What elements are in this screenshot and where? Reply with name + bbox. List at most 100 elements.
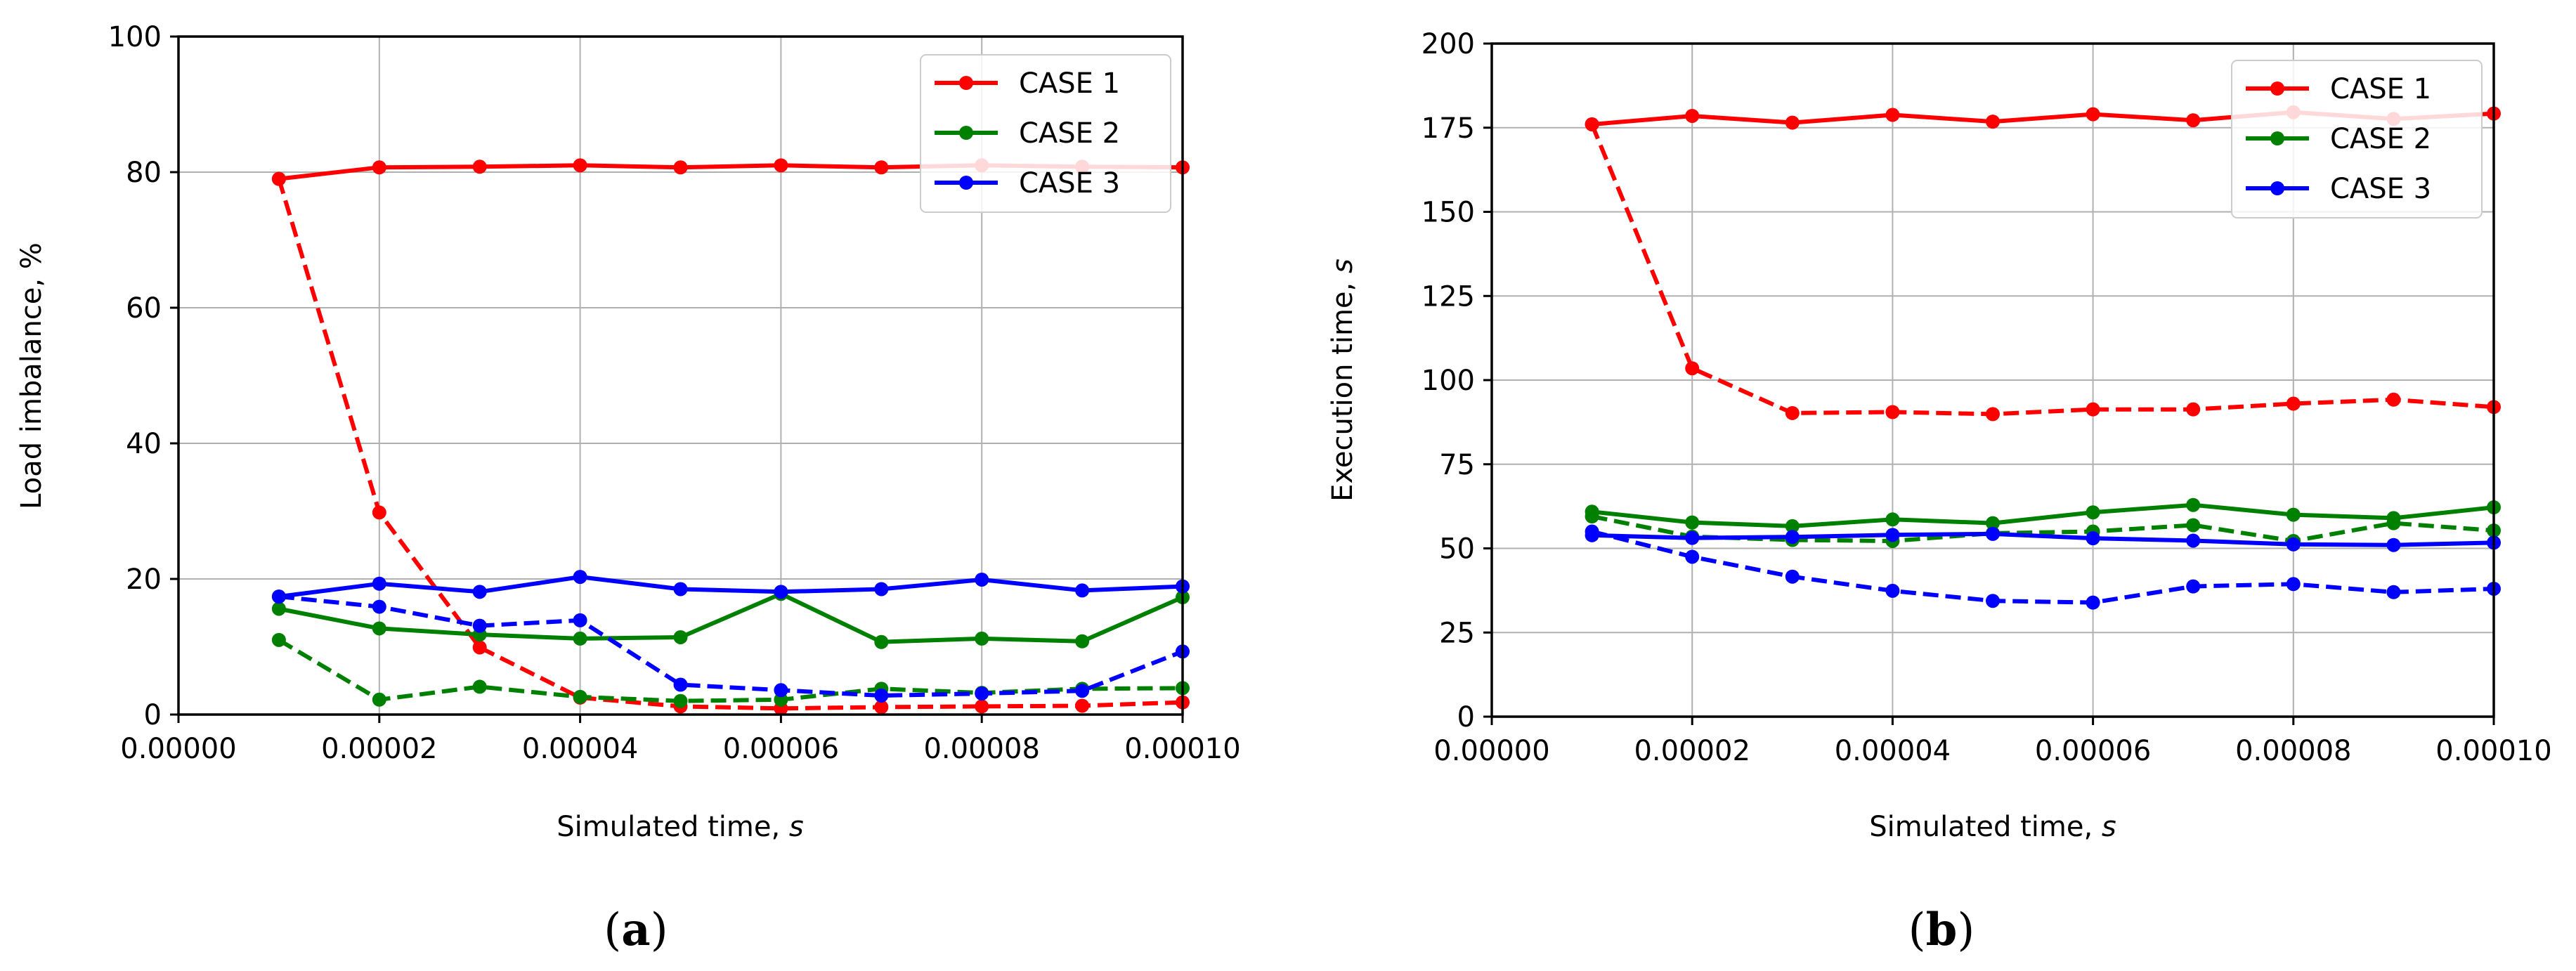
chart-b-x-tick-label: 0.00002 xyxy=(1634,735,1750,767)
chart-b-x-tick-label: 0.00004 xyxy=(1835,735,1951,767)
chart-a-case-1-dashed-point xyxy=(1075,698,1090,713)
chart-b-legend-case-1-label: CASE 1 xyxy=(2330,73,2431,105)
chart-b-case-3-solid-point xyxy=(2086,531,2100,546)
chart-b-case-1-dashed-point xyxy=(2086,402,2100,417)
chart-a-legend: CASE 1 CASE 2 CASE 3 xyxy=(920,54,1171,213)
chart-b-case-3-dashed-point xyxy=(2186,579,2201,594)
chart-a-x-tick-label: 0.00008 xyxy=(923,733,1039,765)
chart-a-y-tick-label: 60 xyxy=(126,292,162,325)
chart-a-case-3-solid-point xyxy=(774,585,788,599)
chart-a-case-1-solid-point xyxy=(372,160,386,175)
chart-a-case-3-dashed-point xyxy=(573,613,587,627)
chart-a-ticks: 0.00000 0.00002 0.00004 0.00006 0.00008 0.000… xyxy=(108,21,1241,765)
chart-a-case-3-dashed-point xyxy=(472,618,487,633)
chart-a-legend-case-2-marker xyxy=(959,126,973,140)
chart-a-case-3-dashed-line xyxy=(278,594,1184,698)
chart-a-case-2-solid-line xyxy=(278,592,1184,644)
chart-b-panel-label: (b) xyxy=(1908,904,1975,956)
chart-b-case-1-dashed-point xyxy=(1885,405,1900,419)
chart-a-case-1-dashed-line xyxy=(277,178,1183,711)
chart-b-case-3-solid-line xyxy=(1592,531,2494,547)
chart-b-case-3-dashed-line xyxy=(1591,529,2494,605)
chart-a-case-2-solid-point xyxy=(271,601,286,616)
chart-a-case-1-dashed-point xyxy=(975,699,989,714)
chart-b-y-tick-label: 125 xyxy=(1422,280,1475,313)
chart-b-case-3-dashed-point xyxy=(1685,549,1700,564)
chart-a-y-axis-label: Load imbalance, % xyxy=(15,242,48,509)
chart-a-case-1-solid-point xyxy=(673,160,688,175)
chart-b-case-3-dashed-point xyxy=(2386,585,2401,599)
chart-b-y-tick-label: 200 xyxy=(1422,28,1475,60)
chart-a-case-3-solid-point xyxy=(1075,583,1090,598)
chart-b-case-3-dashed-point xyxy=(1885,583,1900,598)
chart-a: 0.00000 0.00002 0.00004 0.00006 0.00008 0.000… xyxy=(15,21,1241,956)
chart-b-x-tick-label: 0.00008 xyxy=(2235,735,2351,767)
chart-a-x-axis-label: Simulated time, s xyxy=(557,811,804,843)
chart-a-case-3-solid-point xyxy=(673,582,688,597)
chart-a-legend-case-1-label: CASE 1 xyxy=(1019,67,1120,100)
chart-a-plot-frame xyxy=(177,35,1184,716)
chart-a-case-3-solid-point xyxy=(472,585,487,599)
chart-b-case-3-solid-point xyxy=(1986,526,2000,541)
chart-b-case-3-solid-point xyxy=(1885,528,1900,542)
chart-a-case-3-dashed-point xyxy=(975,686,989,701)
chart-a-legend-case-3-label: CASE 3 xyxy=(1019,167,1120,200)
chart-a-case-3-solid-line xyxy=(278,575,1183,599)
chart-a-case-3-dashed-point xyxy=(774,683,788,698)
chart-b-case-3-solid-point xyxy=(1685,530,1700,545)
chart-a-case-3-solid-point xyxy=(874,582,889,597)
chart-b-legend: CASE 1 CASE 2 CASE 3 xyxy=(2231,60,2483,219)
chart-b-case-1-dashed-point xyxy=(2286,396,2301,411)
chart-b-legend-box xyxy=(2231,60,2483,219)
chart-a-x-tick-label: 0.00004 xyxy=(522,733,638,765)
chart-a-case-3-dashed-point xyxy=(271,589,286,604)
chart-a-case-3-dashed-point xyxy=(673,677,688,692)
chart-a-case-2-solid-point xyxy=(874,634,889,649)
chart-a-case-1-solid-point xyxy=(874,160,889,175)
chart-a-legend-box xyxy=(920,54,1171,213)
chart-a-case-2-dashed-point xyxy=(472,679,487,694)
chart-a-x-tick-label: 0.00006 xyxy=(723,733,839,765)
chart-a-y-tick-label: 0 xyxy=(144,699,162,731)
chart-b-y-tick-label: 75 xyxy=(1439,449,1475,481)
chart-b-case-3-dashed-point xyxy=(1585,524,1599,539)
chart-b: 0.00000 0.00002 0.00004 0.00006 0.00008 0.000… xyxy=(1327,28,2552,956)
chart-a-x-tick-label: 0.00010 xyxy=(1124,733,1240,765)
chart-a-y-tick-label: 40 xyxy=(126,428,162,460)
chart-a-case-3-solid-point xyxy=(372,576,386,591)
chart-a-panel-label: (a) xyxy=(604,904,668,956)
chart-b-case-1-solid-point xyxy=(1685,108,1700,123)
chart-a-case-2-solid-point xyxy=(372,621,386,636)
chart-a-case-2-dashed-point xyxy=(271,632,286,647)
chart-a-y-tick-label: 20 xyxy=(126,563,162,596)
chart-b-y-tick-label: 150 xyxy=(1422,197,1475,229)
chart-b-case-2-solid-point xyxy=(2186,497,2201,512)
chart-b-case-2-solid-line xyxy=(1592,502,2494,528)
chart-b-case-2-dashed-point xyxy=(1585,509,1599,523)
chart-b-case-1-dashed-point xyxy=(1685,361,1700,376)
chart-a-case-1-solid-point xyxy=(472,159,487,174)
chart-b-y-axis-label: Execution time, s xyxy=(1327,259,1359,502)
chart-b-case-1-dashed-point xyxy=(2386,392,2401,407)
chart-a-legend-case-1-marker xyxy=(959,76,973,90)
chart-b-case-1-solid-point xyxy=(2186,113,2201,128)
chart-a-y-tick-label: 100 xyxy=(108,21,162,53)
chart-a-case-2-solid-point xyxy=(1075,634,1090,649)
chart-b-x-tick-label: 0.00006 xyxy=(2035,735,2151,767)
chart-b-ticks: 0.00000 0.00002 0.00004 0.00006 0.00008 0.000… xyxy=(1422,28,2552,767)
chart-b-legend-case-3-marker xyxy=(2270,181,2284,195)
chart-b-case-1-dashed-point xyxy=(1785,405,1800,420)
chart-a-case-3-dashed-point xyxy=(1075,684,1090,698)
chart-a-case-1-dashed-point xyxy=(472,640,487,655)
chart-b-y-tick-label: 0 xyxy=(1457,701,1475,734)
chart-b-case-3-dashed-point xyxy=(1986,594,2000,608)
chart-a-case-2-dashed-point xyxy=(573,689,587,704)
chart-a-case-1-solid-point xyxy=(573,158,587,173)
chart-b-case-1-dashed-line xyxy=(1589,123,2494,417)
chart-b-case-3-solid-point xyxy=(2386,537,2401,552)
chart-a-case-1-solid-point xyxy=(774,158,788,173)
chart-a-case-2-dashed-point xyxy=(673,693,688,708)
chart-a-x-tick-label: 0.00002 xyxy=(321,733,437,765)
chart-a-case-2-solid-point xyxy=(573,631,587,646)
